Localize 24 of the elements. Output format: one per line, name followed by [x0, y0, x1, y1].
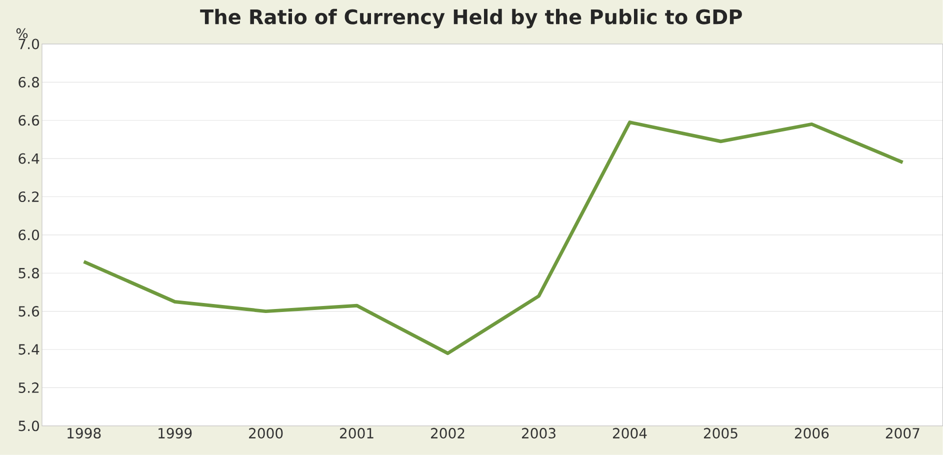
x-tick-label: 2004 [612, 428, 647, 439]
y-tick-label: 6.6 [18, 115, 40, 126]
x-tick-label: 2006 [794, 428, 829, 439]
line-series [82, 120, 904, 356]
y-tick-label: 7.0 [18, 38, 40, 50]
x-tick-label: 2007 [886, 428, 920, 439]
y-axis-title: % [16, 28, 28, 38]
x-tick-label: 1999 [158, 428, 192, 439]
y-tick-label: 6.8 [18, 76, 39, 88]
x-tick-label: 2005 [704, 428, 738, 439]
y-tick-label: 5.6 [18, 306, 40, 317]
x-tick-label: 1998 [68, 428, 101, 439]
y-tick-label: 5.0 [18, 420, 40, 432]
chart-title: The Ratio of Currency Held by the Public to GDP [200, 8, 742, 28]
y-tick-label: 6.4 [18, 153, 40, 164]
y-tick-label: 5.8 [18, 268, 39, 278]
x-tick-label: 2001 [340, 428, 374, 439]
y-tick-label: 6.2 [18, 192, 39, 202]
x-tick-label: 2003 [522, 428, 556, 439]
x-tick-label: 2002 [431, 428, 464, 439]
x-tick-label: 2000 [249, 428, 283, 439]
y-tick-label: 5.2 [18, 382, 39, 394]
y-tick-label: 6.0 [18, 230, 40, 240]
y-tick-label: 5.4 [18, 344, 40, 355]
